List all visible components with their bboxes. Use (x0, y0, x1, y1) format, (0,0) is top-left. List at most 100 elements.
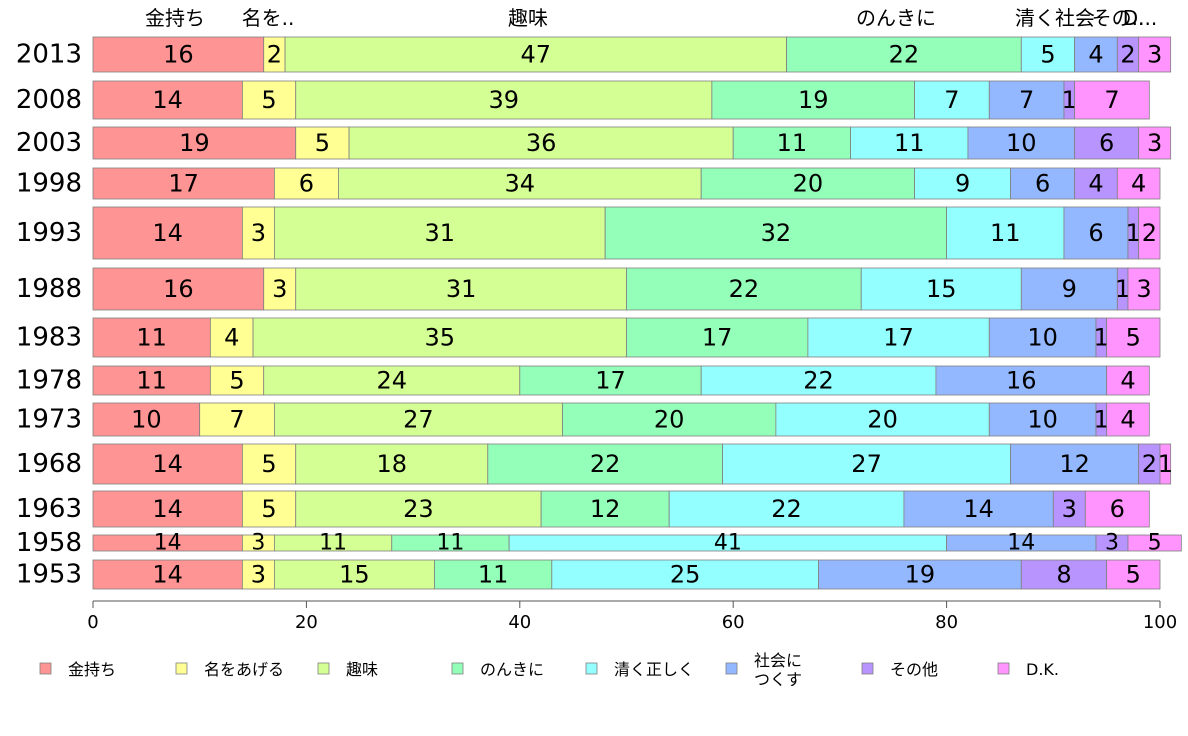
data-label: 17 (595, 367, 626, 395)
bar-segment (273, 206, 606, 260)
category-label: 1988 (16, 274, 82, 304)
x-tick-label: 20 (295, 612, 318, 633)
data-label: 11 (990, 219, 1021, 247)
data-label: 6 (1035, 170, 1050, 198)
data-label: 31 (446, 275, 477, 303)
data-label: 41 (714, 531, 742, 556)
legend-item: 金持ち (39, 660, 116, 679)
data-label: 8 (1056, 561, 1071, 589)
bar-segment (338, 167, 702, 200)
data-label: 4 (1088, 170, 1103, 198)
category-label: 1998 (16, 169, 82, 199)
bar-segment (295, 267, 627, 311)
data-label: 9 (955, 170, 970, 198)
data-label: 5 (1040, 41, 1055, 69)
bar-segment (273, 402, 563, 437)
data-label: 10 (131, 406, 162, 434)
bar-segment (295, 126, 350, 160)
bar-segment (1138, 126, 1172, 160)
data-label: 3 (1105, 531, 1119, 556)
data-label: 3 (1136, 275, 1151, 303)
bar-row-1958: 1958 14 3 11 11 41 14 3 5 (16, 528, 1182, 558)
data-label: 5 (315, 129, 330, 157)
data-label: 6 (1099, 129, 1114, 157)
data-label: 3 (1147, 41, 1162, 69)
data-label: 24 (376, 367, 407, 395)
bar-row-1973: 1973 10 7 27 20 20 10 1 4 (16, 402, 1150, 437)
legend: 金持ち 名をあげる 趣味 のんきに 清く正しく 社会につくす その他 D.K. (39, 651, 1059, 689)
bar-segment (700, 167, 915, 200)
bar-segment (1127, 267, 1161, 311)
x-tick-label: 40 (508, 612, 531, 633)
data-label: 7 (944, 86, 959, 114)
data-label: 17 (168, 170, 199, 198)
data-label: 14 (152, 219, 183, 247)
bar-segment (241, 80, 297, 120)
data-label: 47 (521, 41, 552, 69)
legend-swatch (39, 662, 52, 675)
data-label: 22 (590, 450, 621, 478)
category-label: 1963 (16, 494, 82, 524)
legend-label: 社会につくす (754, 651, 802, 689)
bar-segment (551, 559, 819, 590)
bar-row-2013: 2013 16 2 47 22 5 4 2 3 (16, 36, 1172, 73)
data-label: 1 (1094, 406, 1109, 434)
bar-segment (946, 206, 1065, 260)
data-label: 25 (670, 561, 701, 589)
bar-row-1978: 1978 11 5 24 17 22 16 4 (16, 366, 1150, 396)
bar-segment (988, 317, 1097, 358)
category-label: 2013 (16, 40, 82, 70)
bar-segment (1106, 317, 1161, 358)
data-label: 16 (1006, 367, 1037, 395)
bar-segment (914, 167, 1012, 200)
bar-segment (209, 317, 254, 358)
bar-segment (1074, 36, 1118, 73)
legend-label: のんきに (480, 660, 544, 679)
legend-item: のんきに (451, 660, 544, 679)
data-label: 20 (867, 406, 898, 434)
data-label: 2 (267, 41, 282, 69)
data-label: 1 (1158, 450, 1173, 478)
bar-segment (807, 317, 990, 358)
bar-segment (295, 80, 713, 120)
bar-segment (1138, 206, 1161, 260)
data-label: 5 (261, 495, 276, 523)
data-label: 19 (905, 561, 936, 589)
top-series-label: 趣味 (508, 6, 548, 30)
data-label: 4 (1120, 367, 1135, 395)
bar-segment (1020, 36, 1076, 73)
top-series-labels: 金持ち 名を.. 趣味 のんきに 清く社会その..D... (145, 6, 1157, 30)
data-label: 3 (1147, 129, 1162, 157)
bar-row-1953: 1953 14 3 15 11 25 19 8 5 (16, 559, 1161, 590)
bar-segment (273, 167, 339, 200)
bar-row-1988: 1988 16 3 31 22 15 9 1 3 (16, 267, 1161, 311)
data-label: 10 (1027, 406, 1058, 434)
bar-segment (295, 443, 489, 485)
bar-segment (1074, 80, 1150, 120)
data-label: 15 (339, 561, 370, 589)
bar-segment (295, 490, 542, 528)
data-label: 1 (1126, 219, 1141, 247)
data-label: 3 (251, 219, 266, 247)
data-label: 9 (1062, 275, 1077, 303)
bar-segment (92, 36, 265, 73)
data-label: 12 (1059, 450, 1090, 478)
bar-segment (241, 206, 275, 260)
top-series-label: D... (1123, 6, 1157, 30)
legend-label: 趣味 (346, 660, 378, 679)
bar-row-1983: 1983 11 4 35 17 17 10 1 5 (16, 317, 1161, 358)
legend-swatch (175, 662, 188, 675)
data-label: 36 (526, 129, 557, 157)
bar-segment (903, 490, 1054, 528)
bar-segment (1106, 402, 1150, 437)
bar-segment (1127, 534, 1182, 552)
data-label: 14 (152, 495, 183, 523)
bar-segment (668, 490, 905, 528)
data-label: 3 (1062, 495, 1077, 523)
bar-row-1993: 1993 14 3 31 32 11 6 1 2 (16, 206, 1161, 260)
bar-segment (967, 126, 1076, 160)
data-label: 1 (1094, 324, 1109, 352)
legend-swatch (725, 662, 738, 675)
legend-swatch (451, 662, 464, 675)
